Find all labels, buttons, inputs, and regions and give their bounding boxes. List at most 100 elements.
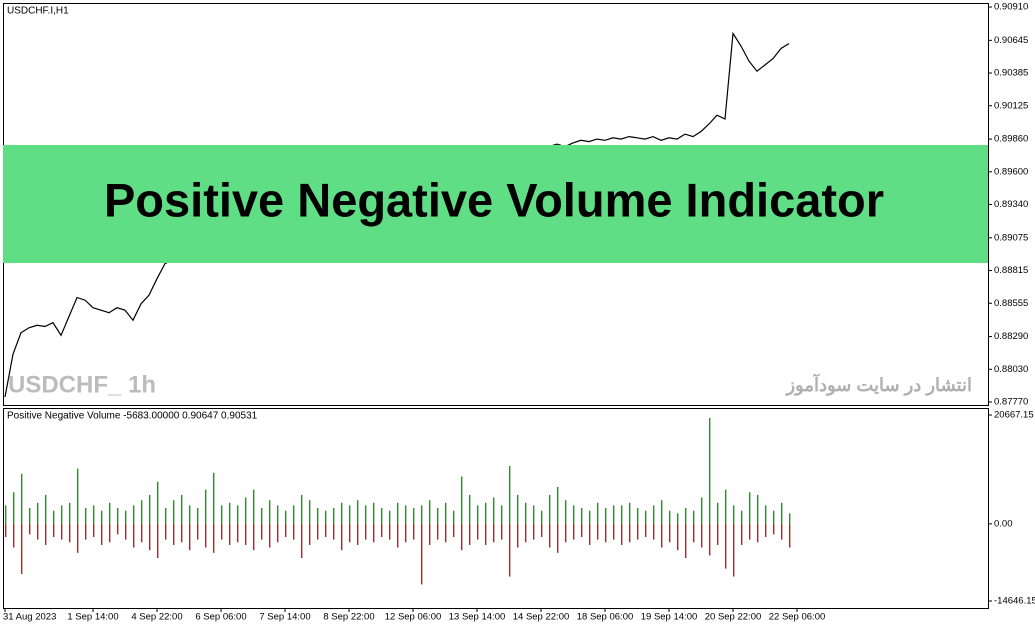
volume-bar	[69, 502, 71, 524]
y-tick-label: 0.88030	[994, 364, 1028, 375]
y-tick-label: 0.87770	[994, 397, 1028, 408]
volume-bar	[717, 523, 719, 545]
volume-bar	[501, 523, 503, 540]
volume-bar	[133, 505, 135, 524]
volume-bar	[29, 508, 31, 524]
volume-bar	[693, 510, 695, 524]
volume-bar	[453, 510, 455, 524]
y-tick-label: 0.90910	[994, 2, 1028, 13]
volume-bar	[325, 523, 327, 538]
volume-bar	[533, 505, 535, 524]
volume-bar	[413, 508, 415, 524]
volume-bar	[301, 523, 303, 559]
volume-bar	[53, 523, 55, 538]
volume-bar	[733, 523, 735, 577]
volume-bar	[85, 523, 87, 540]
volume-bar	[645, 523, 647, 538]
price-title: USDCHF.I,H1	[7, 6, 69, 17]
volume-panel	[3, 408, 989, 609]
volume-bar	[525, 523, 527, 543]
volume-bar	[405, 523, 407, 543]
volume-bar	[557, 486, 559, 524]
volume-bar	[237, 505, 239, 524]
x-tick-label: 14 Sep 22:00	[513, 612, 570, 623]
volume-bar	[213, 523, 215, 553]
volume-bar	[597, 523, 599, 540]
volume-bar	[597, 502, 599, 524]
volume-bar	[637, 508, 639, 524]
volume-bar	[149, 523, 151, 551]
volume-bar	[229, 502, 231, 524]
banner	[3, 145, 988, 263]
volume-bar	[373, 502, 375, 524]
volume-bar	[61, 505, 63, 524]
volume-bar	[165, 508, 167, 524]
volume-bar	[517, 494, 519, 524]
volume-bar	[477, 523, 479, 540]
volume-bar	[13, 523, 15, 548]
volume-bar	[269, 500, 271, 524]
volume-bar	[749, 523, 751, 540]
volume-bar	[189, 505, 191, 524]
volume-bar	[493, 523, 495, 543]
volume-bar	[789, 523, 791, 548]
volume-bar	[469, 523, 471, 545]
volume-bar	[357, 523, 359, 545]
volume-bar	[621, 523, 623, 545]
volume-bar	[557, 523, 559, 553]
volume-bar	[461, 523, 463, 551]
volume-bar	[37, 523, 39, 540]
volume-bar	[421, 523, 423, 585]
volume-bar	[653, 505, 655, 524]
volume-bar	[101, 523, 103, 545]
y-tick-label: 0.88815	[994, 265, 1028, 276]
volume-bar	[677, 513, 679, 524]
volume-bar	[133, 523, 135, 548]
volume-bar	[525, 502, 527, 524]
x-tick-label: 20 Sep 22:00	[705, 612, 762, 623]
volume-bar	[221, 505, 223, 524]
volume-bar	[221, 523, 223, 540]
volume-bar	[357, 500, 359, 524]
y-tick-label: 0.90125	[994, 100, 1028, 111]
x-tick-label: 6 Sep 06:00	[195, 612, 246, 623]
y-tick-label: 0.90645	[994, 35, 1028, 46]
volume-bar	[149, 494, 151, 524]
volume-bar	[365, 505, 367, 524]
volume-bar	[181, 494, 183, 524]
volume-bar	[285, 523, 287, 538]
volume-bar	[109, 502, 111, 524]
volume-bar	[293, 523, 295, 540]
volume-bar	[69, 523, 71, 543]
y-tick-label: 0.00	[994, 518, 1013, 529]
volume-bar	[701, 523, 703, 548]
volume-bar	[789, 513, 791, 524]
volume-bar	[629, 502, 631, 524]
volume-bar	[253, 489, 255, 524]
volume-bar	[645, 510, 647, 524]
volume-bar	[381, 508, 383, 524]
volume-bar	[549, 523, 551, 548]
volume-bar	[93, 505, 95, 524]
volume-bar	[117, 523, 119, 535]
volume-bar	[765, 523, 767, 538]
volume-bar	[205, 489, 207, 524]
volume-bar	[389, 523, 391, 540]
volume-bar	[317, 523, 319, 540]
volume-bar	[45, 494, 47, 524]
volume-bar	[349, 505, 351, 524]
volume-bar	[677, 523, 679, 551]
volume-bar	[93, 523, 95, 538]
volume-bar	[333, 523, 335, 540]
volume-bar	[701, 497, 703, 524]
volume-bar	[565, 500, 567, 524]
volume-bar	[101, 510, 103, 524]
x-tick-label: 31 Aug 2023	[3, 612, 56, 623]
volume-bar	[373, 523, 375, 543]
volume-bar	[621, 505, 623, 524]
x-tick-label: 19 Sep 14:00	[641, 612, 698, 623]
volume-bar	[757, 523, 759, 543]
y-tick-label: 20667.15	[994, 410, 1034, 421]
volume-bar	[405, 505, 407, 524]
volume-bar	[661, 523, 663, 548]
